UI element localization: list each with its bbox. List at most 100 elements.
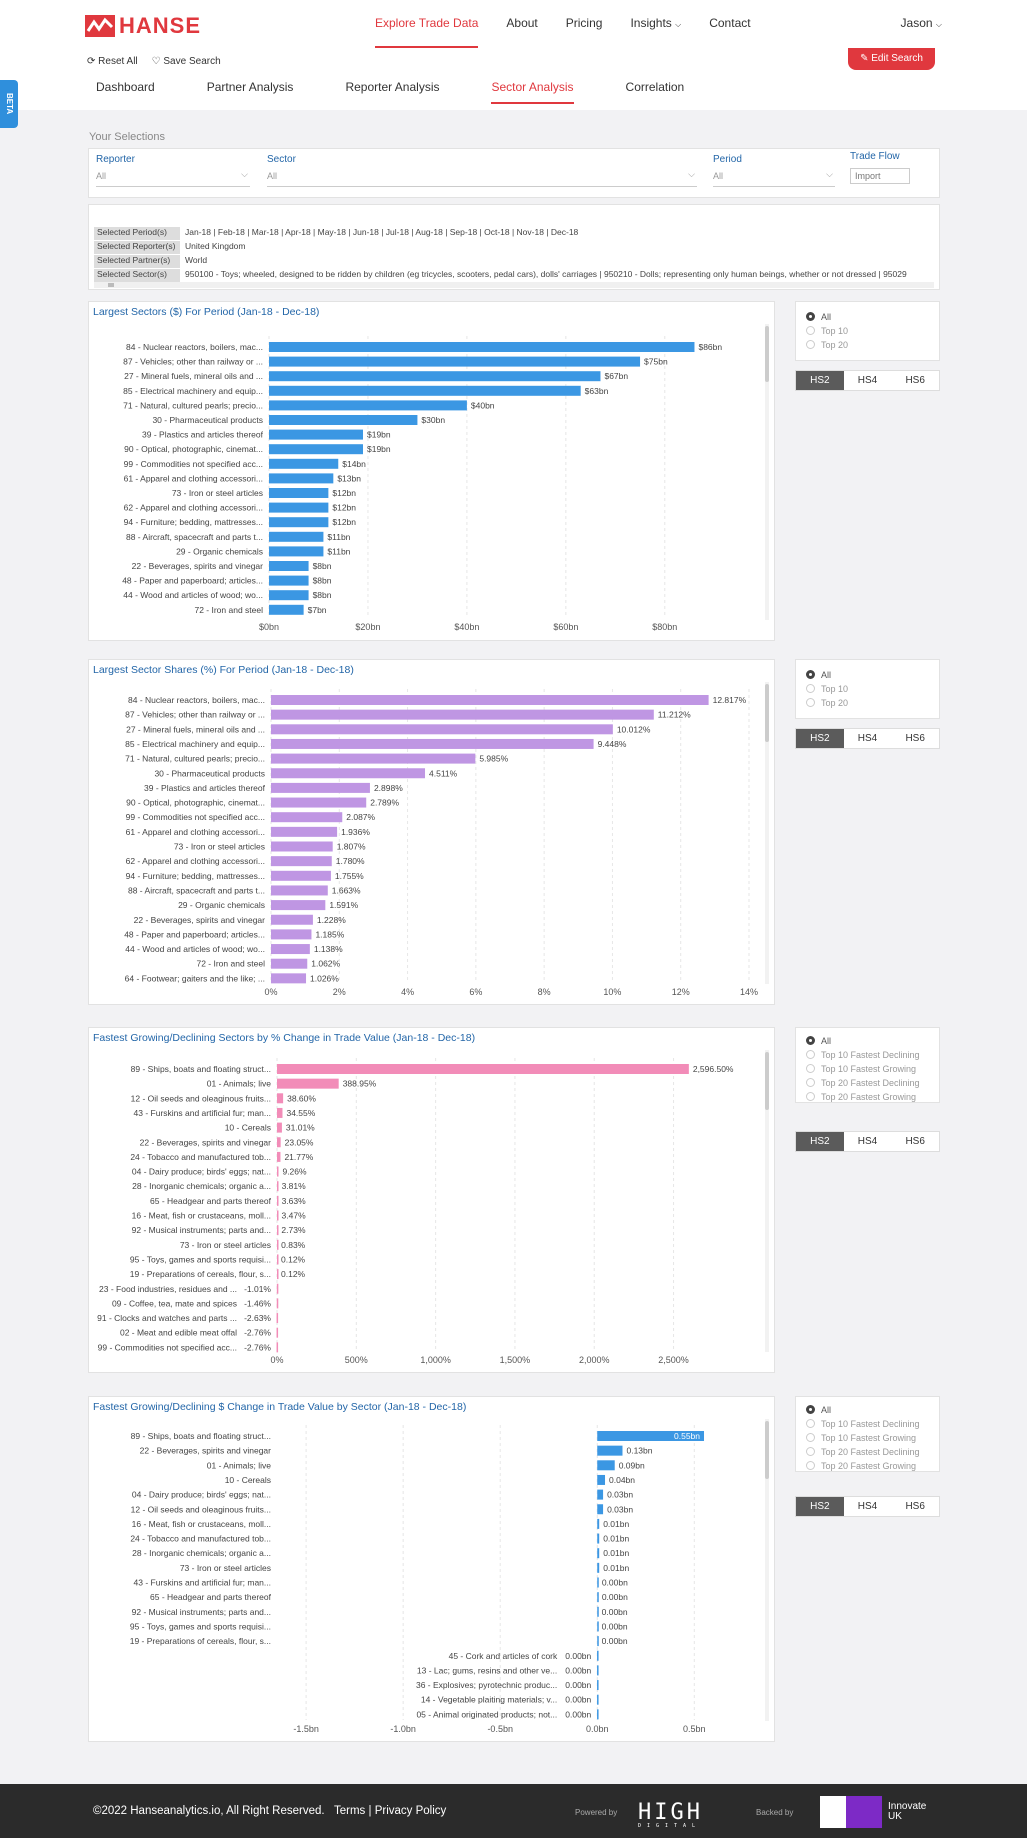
chart-scrollbar[interactable]	[765, 682, 769, 984]
hanse-logo[interactable]: HANSE	[85, 13, 201, 39]
radio-top-20-fastest-growing[interactable]: Top 20 Fastest Growing	[806, 1460, 939, 1471]
save-search-button[interactable]: ♡ Save Search	[152, 56, 221, 67]
summary-key: Selected Partner(s)	[94, 255, 180, 268]
data-label: $12bn	[332, 488, 356, 498]
radio-top-10-fastest-growing[interactable]: Top 10 Fastest Growing	[806, 1063, 939, 1074]
category-label: 95 - Toys, games and sports requisi...	[130, 1621, 271, 1631]
nav-insights[interactable]: Insights ⌵	[630, 0, 681, 48]
data-label: $8bn	[313, 590, 332, 600]
privacy-policy-link[interactable]: Privacy Policy	[374, 1805, 447, 1817]
data-label: 1.936%	[341, 827, 370, 837]
scrollbar-thumb[interactable]	[765, 1052, 769, 1110]
bar	[597, 1431, 705, 1441]
hs2-button[interactable]: HS2	[796, 1497, 844, 1516]
radio-top-10-fastest-growing[interactable]: Top 10 Fastest Growing	[806, 1432, 939, 1443]
radio-dot	[806, 1461, 815, 1470]
radio-all[interactable]: All	[806, 669, 939, 680]
trade-flow-input[interactable]: Import	[850, 168, 910, 184]
hs6-button[interactable]: HS6	[905, 1136, 925, 1147]
data-label: 21.77%	[284, 1152, 313, 1162]
radio-top-10-fastest-declining[interactable]: Top 10 Fastest Declining	[806, 1418, 939, 1429]
reporter-select[interactable]: All ⌵	[96, 169, 250, 187]
x-tick-label: 1,500%	[500, 1355, 531, 1365]
hs6-button[interactable]: HS6	[905, 733, 925, 744]
edit-search-button[interactable]: ✎ Edit Search	[848, 48, 935, 70]
tab-partner-analysis[interactable]: Partner Analysis	[206, 80, 294, 94]
hs2-button[interactable]: HS2	[796, 371, 844, 390]
hs4-button[interactable]: HS4	[857, 375, 878, 386]
radio-all[interactable]: All	[806, 1404, 939, 1415]
radio-top-10[interactable]: Top 10	[806, 325, 939, 336]
ukri-logo[interactable]	[820, 1796, 882, 1828]
radio-all[interactable]: All	[806, 1035, 939, 1046]
hs4-button[interactable]: HS4	[857, 733, 878, 744]
sector-select[interactable]: All ⌵	[267, 169, 697, 187]
data-label: 0.03bn	[607, 1490, 633, 1500]
radio-top-20[interactable]: Top 20	[806, 697, 939, 708]
high-digital-logo[interactable]: HIGH DIGITAL	[638, 1800, 703, 1829]
tab-correlation[interactable]: Correlation	[625, 80, 685, 94]
bar	[277, 1122, 282, 1133]
data-label: -1.46%	[244, 1298, 271, 1308]
category-label: 88 - Aircraft, spacecraft and parts t...	[128, 885, 265, 895]
bar	[271, 856, 332, 867]
summary-value: United Kingdom	[185, 241, 246, 251]
radio-top-20-fastest-declining[interactable]: Top 20 Fastest Declining	[806, 1446, 939, 1457]
beta-badge[interactable]: BETA	[0, 80, 18, 128]
hs6-button[interactable]: HS6	[905, 375, 925, 386]
radio-top-10-fastest-declining[interactable]: Top 10 Fastest Declining	[806, 1049, 939, 1060]
data-label: 0.01bn	[603, 1548, 629, 1558]
bar	[271, 812, 343, 823]
scrollbar-thumb[interactable]	[765, 684, 769, 742]
chevron-down-icon: ⌵	[688, 169, 695, 179]
bar	[277, 1151, 281, 1162]
data-label: 34.55%	[286, 1108, 315, 1118]
category-label: 28 - Inorganic chemicals; organic a...	[132, 1181, 271, 1191]
reset-all-button[interactable]: ⟳ Reset All	[87, 56, 138, 67]
chart-scrollbar[interactable]	[765, 324, 769, 620]
powered-by-label: Powered by	[575, 1808, 618, 1817]
radio-top-20[interactable]: Top 20	[806, 339, 939, 350]
category-label: 23 - Food industries, residues and ...	[99, 1284, 237, 1294]
data-label: -2.76%	[244, 1328, 271, 1338]
terms-link[interactable]: Terms	[334, 1805, 366, 1817]
category-label: 64 - Footwear; gaiters and the like; ...	[125, 973, 265, 983]
link-divider: |	[368, 1805, 375, 1817]
summary-value: World	[185, 255, 208, 265]
tab-sector-analysis[interactable]: Sector Analysis	[491, 80, 574, 104]
scrollbar-thumb[interactable]	[765, 1421, 769, 1479]
data-label: 0.00bn	[602, 1592, 628, 1602]
nav-pricing[interactable]: Pricing	[565, 16, 603, 30]
bar	[271, 841, 333, 852]
radio-top-10[interactable]: Top 10	[806, 683, 939, 694]
bar	[277, 1166, 279, 1177]
bar	[269, 444, 363, 455]
radio-top-20-fastest-declining[interactable]: Top 20 Fastest Declining	[806, 1077, 939, 1088]
hs4-button[interactable]: HS4	[857, 1501, 878, 1512]
hs2-button[interactable]: HS2	[796, 729, 844, 748]
data-label: -1.01%	[244, 1284, 271, 1294]
summary-value: Jan-18 | Feb-18 | Mar-18 | Apr-18 | May-…	[185, 227, 579, 237]
radio-all[interactable]: All	[806, 311, 939, 322]
data-label: 0.00bn	[565, 1709, 591, 1719]
scrollbar-thumb[interactable]	[108, 283, 114, 287]
summary-horizontal-scrollbar[interactable]	[94, 282, 934, 288]
period-select[interactable]: All ⌵	[713, 169, 835, 187]
hs2-button[interactable]: HS2	[796, 1132, 844, 1151]
radio-top-20-fastest-growing[interactable]: Top 20 Fastest Growing	[806, 1091, 939, 1102]
edit-search-label: Edit Search	[871, 53, 923, 64]
summary-key: Selected Reporter(s)	[94, 241, 180, 254]
x-tick-label: 1,000%	[420, 1355, 451, 1365]
tab-dashboard[interactable]: Dashboard	[96, 80, 155, 94]
hs4-button[interactable]: HS4	[857, 1136, 878, 1147]
chart-scrollbar[interactable]	[765, 1050, 769, 1352]
category-label: 22 - Beverages, spirits and vinegar	[132, 561, 264, 571]
nav-explore-trade-data[interactable]: Explore Trade Data	[375, 0, 479, 48]
chart-scrollbar[interactable]	[765, 1419, 769, 1721]
scrollbar-thumb[interactable]	[765, 326, 769, 382]
hs6-button[interactable]: HS6	[905, 1501, 925, 1512]
user-menu[interactable]: Jason ⌵	[901, 16, 942, 30]
nav-about[interactable]: About	[506, 16, 538, 30]
nav-contact[interactable]: Contact	[709, 16, 751, 30]
tab-reporter-analysis[interactable]: Reporter Analysis	[345, 80, 440, 94]
